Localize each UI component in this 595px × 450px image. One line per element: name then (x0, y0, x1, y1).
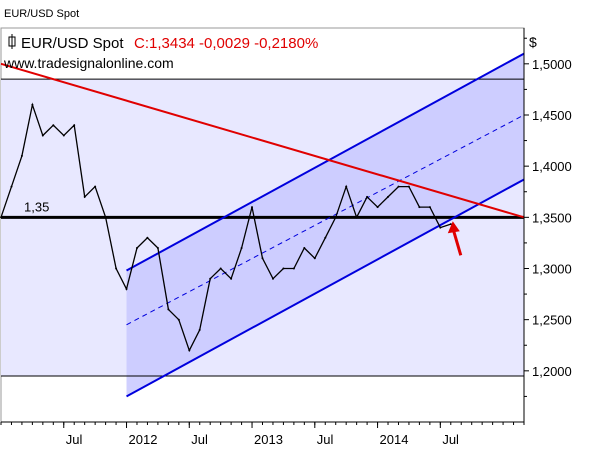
channel-middle-line (126, 114, 525, 326)
x-tick-label: Jul (191, 432, 208, 447)
price-point (261, 257, 264, 260)
price-series (0, 102, 452, 353)
legend-source: www.tradesignalonline.com (3, 55, 174, 71)
price-point (52, 124, 55, 127)
price-point (251, 206, 253, 209)
x-tick-label: Jul (442, 432, 459, 447)
y-tick-label: 1,4000 (532, 159, 572, 174)
x-tick-label: Jul (66, 432, 83, 447)
arrow-shaft (452, 230, 463, 256)
price-point (345, 185, 348, 188)
price-point (209, 277, 212, 280)
price-line (0, 102, 452, 353)
price-point (334, 216, 337, 219)
price-point (303, 247, 306, 249)
price-point (198, 328, 201, 331)
legend-instrument: EUR/USD Spot (21, 35, 124, 52)
y-tick-label: 1,2500 (532, 313, 572, 328)
price-point (355, 216, 358, 219)
price-point (272, 277, 274, 280)
resistance-line (0, 62, 525, 219)
x-axis: Jul 2012 Jul 2013 Jul 2014 Jul (0, 421, 525, 447)
price-point (156, 247, 159, 249)
price-point (407, 185, 410, 188)
price-point (104, 216, 107, 219)
price-point (136, 247, 138, 249)
trend-channel-zone (126, 53, 525, 397)
y-tick-label: 1,3500 (532, 210, 572, 225)
y-tick-label: 1,4500 (532, 108, 572, 123)
price-point (240, 247, 243, 249)
price-point (366, 195, 369, 198)
price-point (449, 223, 452, 226)
price-point (397, 185, 400, 188)
price-point (418, 206, 421, 209)
price-point (0, 216, 2, 219)
price-point (219, 267, 222, 270)
price-point (282, 267, 285, 270)
price-point (83, 195, 86, 198)
support-level-label: 1,35 (24, 199, 49, 214)
price-point (188, 349, 191, 352)
chart-legend: EUR/USD Spot C:1,3434 -0,0029 -0,2180% w… (3, 34, 318, 71)
price-point (376, 206, 379, 209)
price-point (10, 185, 13, 188)
channel-upper-line (126, 52, 525, 272)
price-point (20, 154, 23, 157)
price-point (313, 257, 316, 260)
price-point (41, 134, 44, 137)
price-point (31, 103, 34, 106)
window-title: EUR/USD Spot (4, 8, 79, 20)
price-point (177, 318, 180, 321)
arrow-icon (447, 221, 463, 256)
price-point (73, 124, 76, 127)
arrow-head (447, 221, 460, 234)
y-tick-label: 1,2000 (532, 364, 572, 379)
legend-quote: C:1,3434 -0,0029 -0,2180% (134, 35, 318, 52)
price-point (230, 277, 233, 280)
price-point (125, 288, 128, 290)
y-axis: $ 1,5000 1,4500 1,4000 1,3500 1,3000 1,2500 1,… (523, 28, 572, 422)
price-point (146, 236, 149, 239)
y-tick-label: 1,3000 (532, 261, 572, 276)
price-point (428, 206, 431, 209)
price-point (94, 185, 97, 188)
y-axis-unit: $ (529, 34, 537, 50)
price-point (292, 267, 295, 270)
x-tick-label: Jul (317, 432, 334, 447)
x-tick-label: 2013 (254, 432, 283, 447)
price-point (62, 134, 65, 137)
price-point (324, 236, 327, 239)
x-tick-label: 2014 (380, 432, 409, 447)
y-tick-label: 1,5000 (532, 57, 572, 72)
price-point (387, 195, 389, 198)
price-point (167, 308, 170, 311)
channel-lower-line (126, 178, 525, 398)
price-point (115, 267, 118, 270)
price-point (439, 226, 442, 229)
x-tick-label: 2012 (129, 432, 158, 447)
